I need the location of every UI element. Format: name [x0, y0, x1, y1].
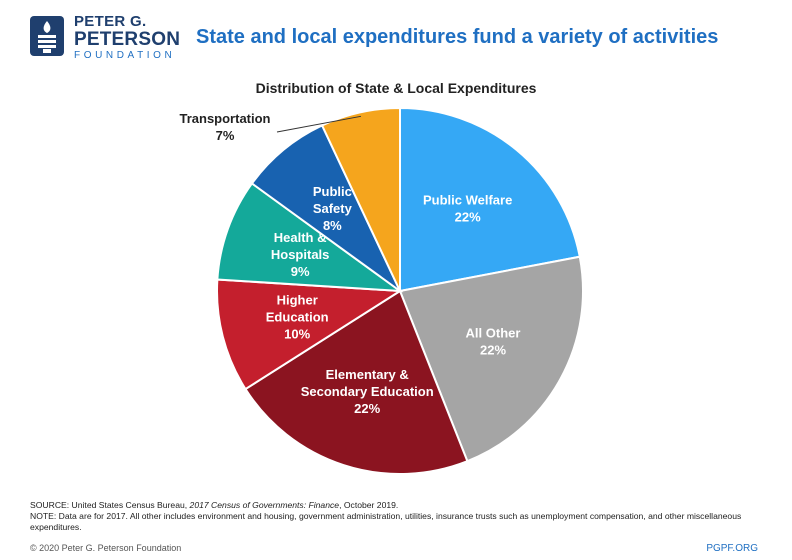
source-suffix: , October 2019.: [339, 500, 399, 510]
footer-notes: SOURCE: United States Census Bureau, 201…: [30, 500, 770, 533]
site-link[interactable]: PGPF.ORG: [706, 543, 758, 554]
logo-line2: PETERSON: [74, 29, 181, 50]
pie-chart: Public Welfare 22% All Other 22% Elementary …: [179, 106, 584, 475]
source-line: SOURCE: United States Census Bureau, 201…: [30, 500, 770, 511]
headline: State and local expenditures fund a vari…: [196, 26, 719, 48]
leader-line-transportation: [276, 115, 362, 133]
label-public-welfare: Public Welfare 22%: [423, 193, 512, 225]
label-higher-education: Higher Education 10%: [266, 292, 329, 341]
slice-health-and-hospitals: [216, 182, 404, 293]
logo-line3: FOUNDATION: [74, 50, 176, 61]
source-title: 2017 Census of Governments: Finance: [189, 500, 340, 510]
note-line: NOTE: Data are for 2017. All other inclu…: [30, 511, 742, 532]
chart-title: Distribution of State & Local Expenditur…: [255, 80, 537, 96]
header: PETER G. PETERSON FOUNDATION State and l…: [30, 12, 770, 64]
label-elementary-and-secondary-education: Elementary & Secondary Education 22%: [301, 367, 434, 416]
label-all-other: All Other 22%: [466, 326, 521, 358]
slice-public-welfare: [399, 106, 581, 293]
logo-text: PETER G. PETERSON FOUNDATION: [74, 14, 180, 61]
slice-all-other: [398, 255, 584, 463]
torch-logo-icon: [30, 16, 64, 56]
label-transportation: Transportation 7%: [179, 111, 270, 143]
label-health-and-hospitals: Health & Hospitals 9%: [271, 230, 330, 279]
chart-area: Distribution of State & Local Expenditur…: [0, 70, 792, 480]
logo-line1: PETER G.: [74, 13, 147, 30]
slice-public-safety: [250, 124, 401, 292]
slice-higher-education: [216, 278, 404, 391]
slice-transportation: [320, 106, 401, 292]
copyright: © 2020 Peter G. Peterson Foundation: [30, 543, 182, 553]
source-prefix: SOURCE: United States Census Bureau,: [30, 500, 190, 510]
label-public-safety: Public Safety 8%: [313, 184, 353, 233]
slice-elementary-and-secondary-education: [244, 289, 469, 475]
